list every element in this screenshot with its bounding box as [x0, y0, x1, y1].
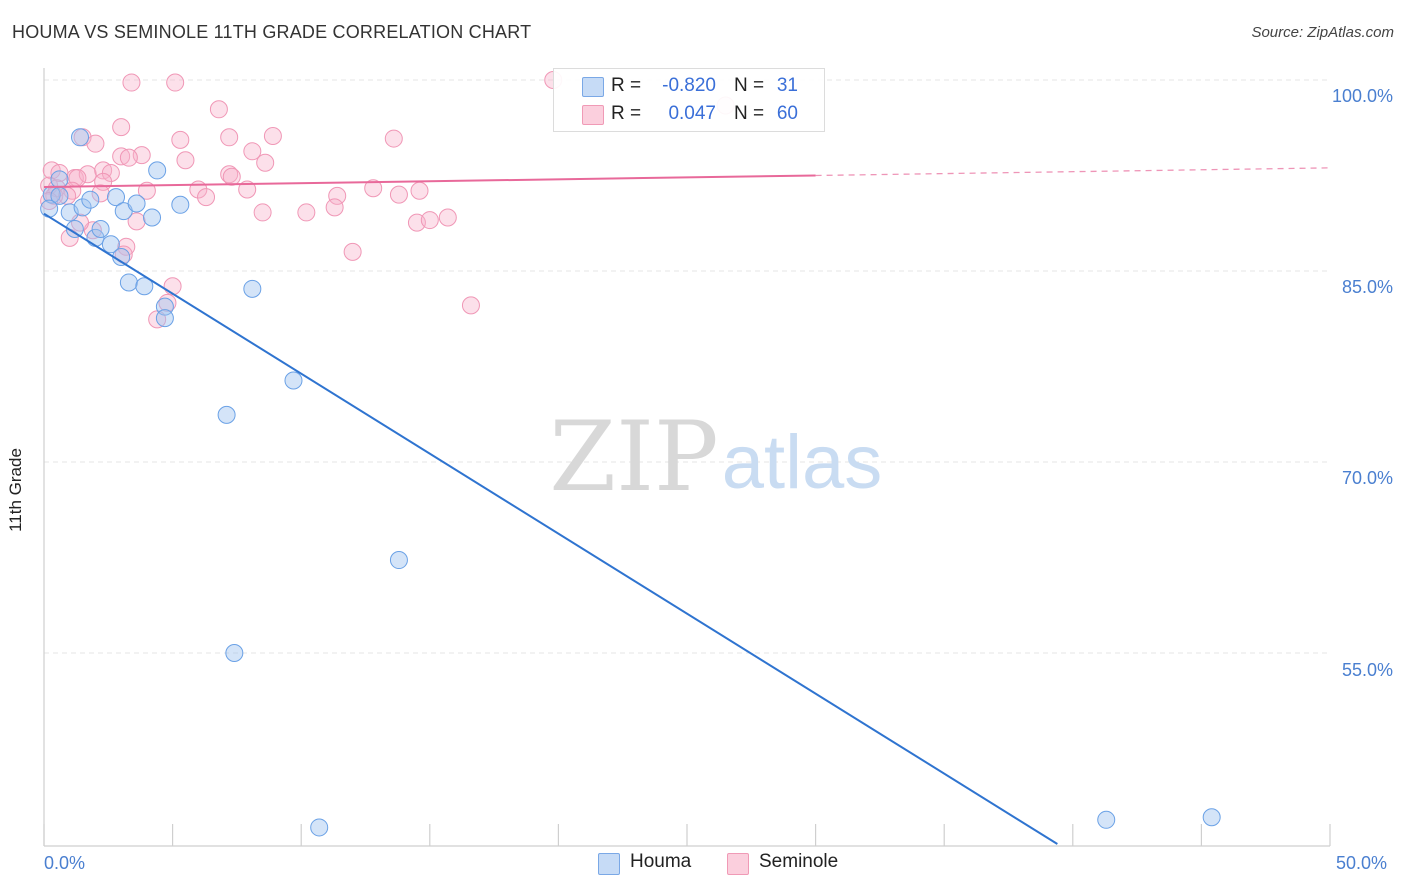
houma-point [143, 208, 162, 227]
houma-point [135, 277, 154, 296]
houma-point [81, 190, 100, 209]
seminole-trend-line [43, 174, 816, 188]
x-tick-label-min: 0.0% [44, 853, 86, 873]
seminole-legend-swatch [727, 853, 749, 875]
source-label: Source: ZipAtlas.com [1251, 24, 1394, 41]
data-points [40, 71, 1221, 837]
houma-point [65, 219, 84, 238]
houma-point [148, 161, 167, 180]
seminole-point [461, 296, 480, 315]
stats-legend: R = -0.820 N = 31 R = 0.047 N = 60 [553, 68, 825, 132]
seminole-point [171, 130, 190, 149]
y-tick-label-55: 55.0% [1341, 660, 1393, 680]
y-tick-label-85: 85.0% [1341, 277, 1393, 297]
houma-point [171, 195, 190, 214]
legend-row-houma: R = -0.820 N = 31 [554, 71, 824, 101]
seminole-point [197, 188, 216, 207]
legend-row-seminole: R = 0.047 N = 60 [554, 99, 824, 129]
trend-lines [43, 167, 1331, 845]
houma-point [40, 199, 59, 218]
legend-n-label: N = [734, 103, 765, 124]
legend-n-value: 60 [776, 103, 798, 124]
seminole-point [384, 129, 403, 148]
y-tick-label-70: 70.0% [1341, 468, 1393, 488]
seminole-point [176, 151, 195, 170]
gridlines [44, 79, 1330, 654]
legend-n-value: 31 [776, 75, 798, 96]
seminole-point [297, 203, 316, 222]
seminole-point [263, 127, 282, 146]
seminole-point [137, 181, 156, 200]
legend-r-label: R = [611, 103, 642, 124]
seminole-point [166, 73, 185, 92]
chart-title: HOUMA VS SEMINOLE 11TH GRADE CORRELATION… [12, 22, 532, 42]
legend-r-value: -0.820 [662, 75, 716, 96]
seminole-point [389, 185, 408, 204]
houma-point [101, 235, 120, 254]
seminole-point [256, 153, 275, 172]
houma-point [284, 371, 303, 390]
houma-point [155, 309, 174, 328]
houma-point [73, 198, 92, 217]
seminole-point [91, 184, 110, 203]
seminole-point [86, 134, 105, 153]
seminole-point [238, 180, 257, 199]
legend-r-label: R = [611, 75, 642, 96]
seminole-point [78, 165, 97, 184]
seminole-swatch [582, 105, 604, 125]
houma-point [107, 188, 126, 207]
seminole-point [112, 147, 131, 166]
houma-point [71, 128, 90, 147]
seminole-point [410, 181, 429, 200]
seminole-point [420, 211, 439, 230]
watermark-atlas: atlas [722, 420, 883, 505]
houma-point [1097, 810, 1116, 829]
seminole-point [343, 242, 362, 261]
houma-point [389, 551, 408, 570]
seminole-point [220, 128, 239, 147]
seminole-legend-label: Seminole [759, 851, 839, 872]
seminole-point [243, 142, 262, 161]
houma-point [225, 644, 244, 662]
seminole-point [253, 203, 272, 222]
houma-point [91, 219, 110, 238]
houma-point [217, 405, 236, 424]
x-tick-label-max: 50.0% [1336, 853, 1388, 873]
seminole-point [325, 198, 344, 217]
seminole-point [119, 148, 138, 167]
houma-point [310, 818, 329, 837]
houma-legend-label: Houma [630, 851, 692, 872]
seminole-point [209, 100, 228, 119]
watermark-zip: ZIP [549, 401, 718, 513]
seminole-point [127, 212, 146, 231]
houma-point [243, 279, 262, 298]
legend-r-value: 0.047 [668, 103, 716, 124]
seminole-trend-extension [815, 167, 1331, 177]
houma-trend-line [43, 212, 1058, 845]
houma-point [1202, 808, 1221, 827]
seminole-point [122, 73, 141, 92]
houma-legend-swatch [598, 853, 620, 875]
seminole-point [222, 167, 241, 186]
seminole-point [328, 186, 347, 205]
seminole-point [220, 165, 239, 184]
legend-n-label: N = [734, 75, 765, 96]
seminole-point [163, 277, 182, 296]
houma-point [127, 194, 146, 213]
houma-swatch [582, 77, 604, 97]
y-tick-label-100: 100.0% [1331, 86, 1393, 106]
houma-point [119, 273, 138, 292]
seminole-point [364, 179, 383, 198]
houma-point [50, 170, 69, 189]
seminole-point [438, 208, 457, 227]
seminole-point [112, 118, 131, 137]
